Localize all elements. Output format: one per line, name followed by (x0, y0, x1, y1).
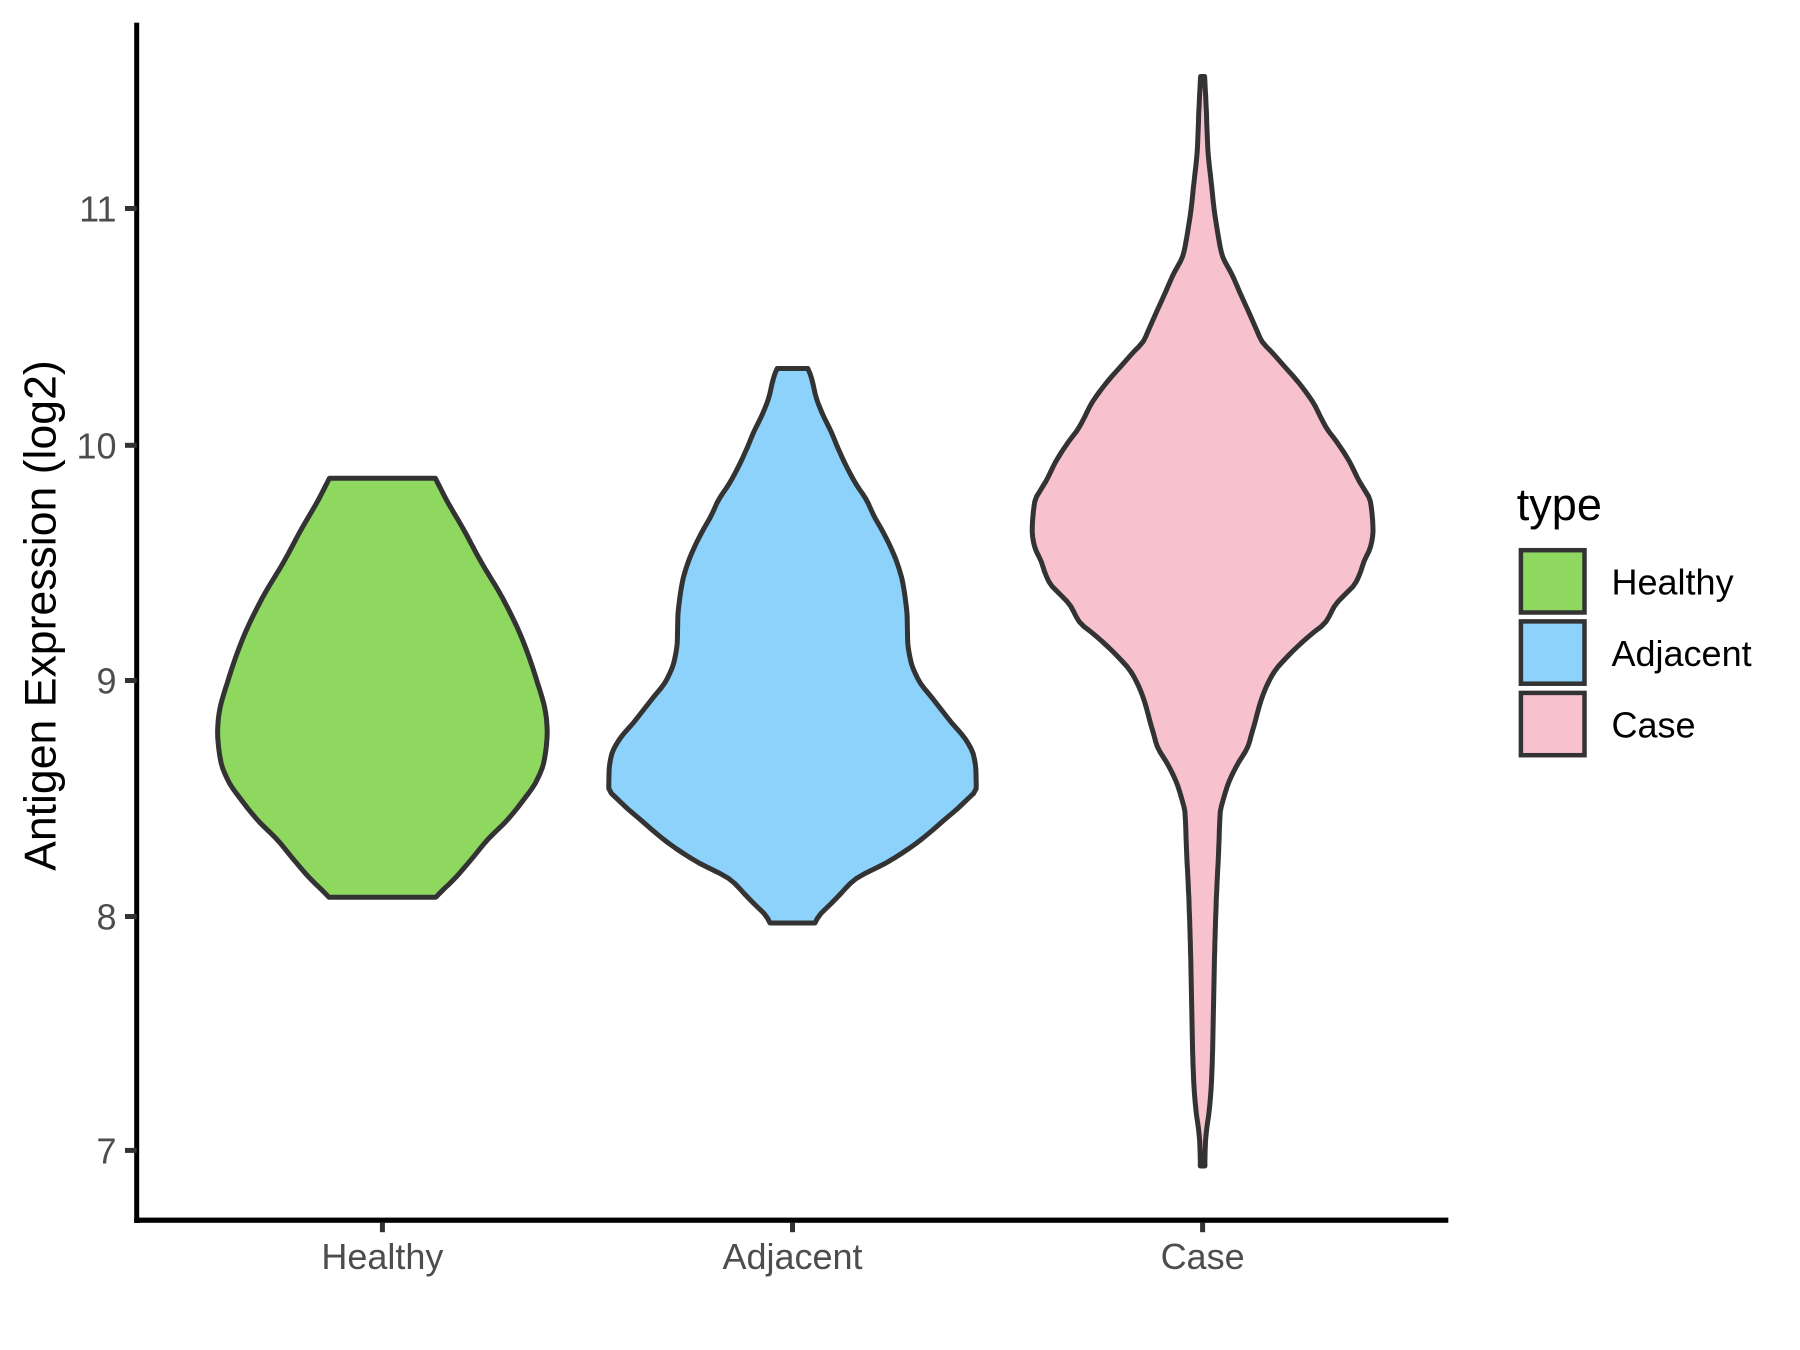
svg-text:Healthy: Healthy (321, 1236, 443, 1277)
svg-text:Antigen Expression (log2): Antigen Expression (log2) (17, 360, 66, 871)
svg-text:Adjacent: Adjacent (722, 1236, 862, 1277)
svg-text:Case: Case (1161, 1236, 1245, 1277)
svg-text:8: 8 (96, 897, 116, 938)
svg-text:9: 9 (96, 661, 116, 702)
svg-text:7: 7 (96, 1131, 116, 1172)
svg-text:10: 10 (76, 425, 116, 466)
svg-text:Adjacent: Adjacent (1612, 633, 1752, 674)
svg-text:11: 11 (79, 189, 116, 230)
svg-text:Healthy: Healthy (1612, 562, 1734, 603)
svg-text:Case: Case (1612, 704, 1696, 745)
svg-text:type: type (1517, 479, 1602, 530)
